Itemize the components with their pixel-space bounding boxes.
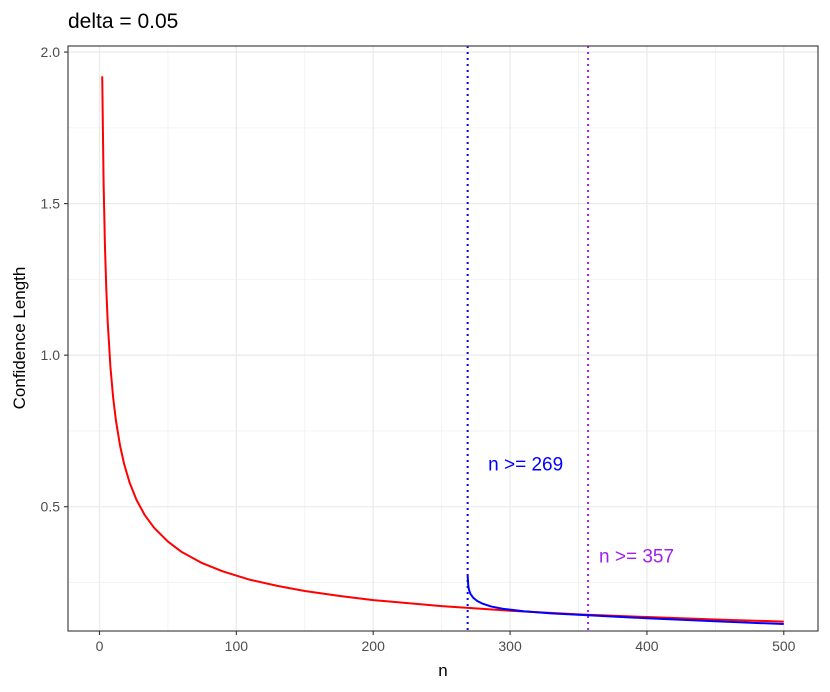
x-tick-label: 500 [772, 638, 796, 654]
plot-title: delta = 0.05 [68, 10, 178, 33]
y-tick-label: 1.5 [41, 196, 61, 212]
y-tick-label: 2.0 [41, 44, 61, 60]
plot-panel [68, 46, 818, 631]
threshold-lines [466, 46, 590, 631]
y-axis-title: Confidence Length [10, 267, 29, 410]
x-tick-label: 400 [635, 638, 659, 654]
y-tick-label: 1.0 [41, 347, 61, 363]
minor-grid [68, 46, 818, 631]
x-tick-label: 300 [498, 638, 522, 654]
threshold-annotation: n >= 269 [488, 454, 563, 475]
y-tick-label: 0.5 [41, 499, 61, 515]
x-tick-label: 200 [362, 638, 386, 654]
series-line [466, 575, 784, 626]
threshold-annotation: n >= 357 [599, 547, 674, 568]
x-axis-ticks: 0 100 200 300 400 500 [96, 631, 796, 654]
x-tick-label: 0 [96, 638, 104, 654]
x-axis-title: n [438, 661, 447, 680]
major-grid [68, 46, 818, 631]
y-axis-ticks: 0.5 1.0 1.5 2.0 [41, 44, 68, 515]
x-tick-label: 100 [225, 638, 249, 654]
annotations: n >= 269 n >= 357 [488, 454, 674, 567]
series-line [101, 76, 784, 623]
plot-border [67, 45, 819, 632]
series-lines [101, 76, 784, 626]
